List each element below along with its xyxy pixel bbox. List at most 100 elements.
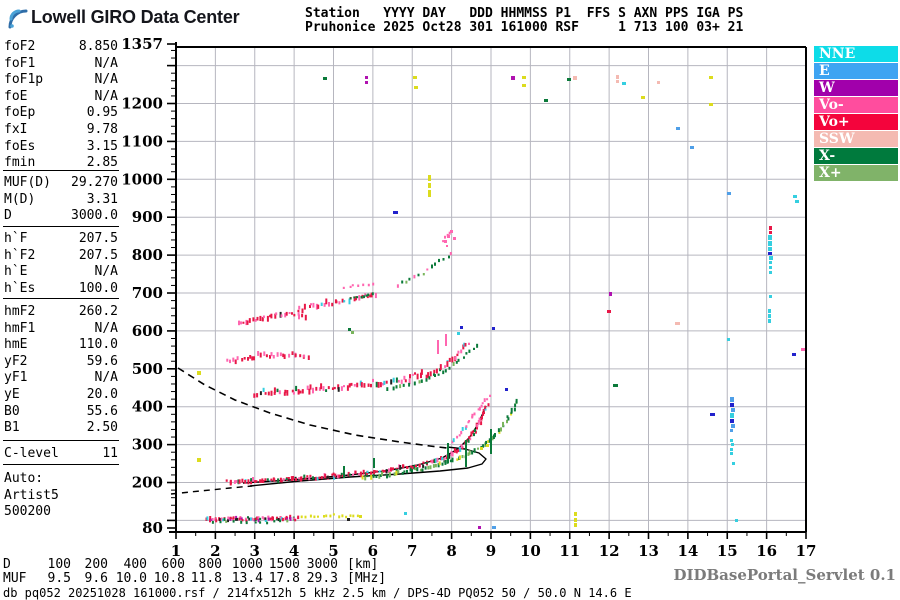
param-label: yF1	[4, 370, 28, 386]
echo-point	[241, 358, 244, 362]
echo-point	[345, 515, 348, 519]
echo-point	[408, 277, 411, 281]
echo-point	[406, 469, 408, 474]
echo-point	[379, 474, 382, 477]
param-label: foE	[4, 88, 28, 104]
echo-point	[768, 314, 771, 318]
echo-point	[434, 262, 436, 266]
transmission-curve-low-tail	[170, 485, 253, 495]
echo-point	[395, 469, 398, 472]
echo-point	[544, 99, 548, 102]
echo-point	[285, 477, 288, 481]
echo-point	[438, 258, 440, 263]
echo-point	[371, 292, 374, 296]
param-value: 8.850	[78, 39, 118, 54]
param-divider	[3, 440, 119, 441]
y-axis-label: 800	[132, 246, 163, 264]
echo-point	[769, 226, 772, 230]
echo-point	[233, 480, 236, 484]
param-divider	[3, 170, 119, 171]
echo-point	[676, 127, 680, 130]
echo-point	[730, 413, 734, 418]
echo-point	[226, 358, 229, 362]
echo-point	[447, 235, 450, 238]
echo-point	[443, 457, 446, 462]
param-row-hmf2: hmF2 260.2	[4, 304, 118, 320]
d-value: 3000	[306, 557, 338, 572]
x-axis-label: 3	[250, 542, 260, 560]
echo-point	[730, 452, 733, 455]
echo-point	[285, 515, 288, 518]
echo-point	[412, 466, 415, 470]
echo-point	[414, 86, 418, 89]
echo-point	[441, 457, 444, 461]
echo-point	[353, 298, 356, 302]
echo-point	[320, 383, 323, 390]
param-label: B1	[4, 420, 20, 436]
echo-point	[286, 517, 289, 520]
param-value: N/A	[94, 320, 118, 336]
param-value: 260.2	[78, 304, 118, 319]
echo-point	[355, 296, 357, 301]
echo-point	[297, 311, 300, 316]
echo-point	[453, 448, 456, 453]
echo-point	[731, 424, 735, 428]
echo-point	[279, 519, 282, 523]
echo-point	[444, 460, 447, 465]
echo-point	[251, 356, 254, 361]
param-value: 2.50	[86, 420, 118, 436]
echo-point	[735, 519, 738, 522]
echo-point	[328, 302, 330, 307]
echo-point	[335, 300, 338, 304]
echo-point	[450, 230, 453, 233]
echo-point	[487, 440, 490, 443]
param-label: Auto:	[4, 471, 44, 486]
echo-point	[351, 284, 354, 287]
echo-point	[510, 411, 513, 414]
echo-point	[369, 294, 372, 298]
echo-point	[255, 480, 258, 483]
echo-point	[616, 80, 619, 83]
echo-point	[405, 280, 408, 284]
echo-point	[401, 471, 404, 475]
echo-point	[306, 475, 309, 478]
echo-point	[403, 470, 406, 473]
echo-point	[341, 514, 344, 518]
echo-point	[478, 526, 481, 529]
param-value: 3.31	[86, 191, 118, 207]
x-axis-label: 10	[520, 542, 541, 560]
echo-point	[253, 356, 255, 361]
echo-point	[473, 433, 475, 437]
echo-point	[317, 304, 320, 309]
echo-point	[298, 305, 301, 310]
legend-item-w: W	[814, 80, 898, 96]
echo-point	[392, 386, 395, 391]
echo-point	[439, 364, 442, 370]
echo-point	[269, 355, 271, 359]
echo-point	[513, 407, 516, 412]
echo-point	[240, 321, 242, 325]
echo-point	[245, 521, 248, 525]
param-label: B0	[4, 403, 20, 419]
echo-point	[304, 314, 307, 321]
echo-point	[444, 235, 446, 239]
echo-point	[420, 369, 423, 375]
echo-point	[331, 473, 334, 476]
echo-point	[425, 374, 428, 380]
echo-point	[303, 303, 306, 310]
legend-item-nne: NNE	[814, 46, 898, 62]
y-axis-label: 1100	[121, 132, 163, 150]
echo-point	[383, 380, 386, 385]
echo-point	[232, 357, 235, 362]
echo-point	[308, 388, 311, 395]
echo-point	[408, 382, 411, 387]
echo-point	[511, 76, 515, 80]
header-columns-line: Station YYYY DAY DDD HHMMSS P1 FFS S AXN…	[305, 6, 744, 21]
echo-point	[378, 470, 381, 473]
muf-value: 29.3	[306, 571, 338, 586]
echo-point	[288, 353, 291, 358]
echo-point	[690, 146, 694, 149]
echo-point	[249, 517, 252, 521]
echo-point	[460, 349, 463, 354]
